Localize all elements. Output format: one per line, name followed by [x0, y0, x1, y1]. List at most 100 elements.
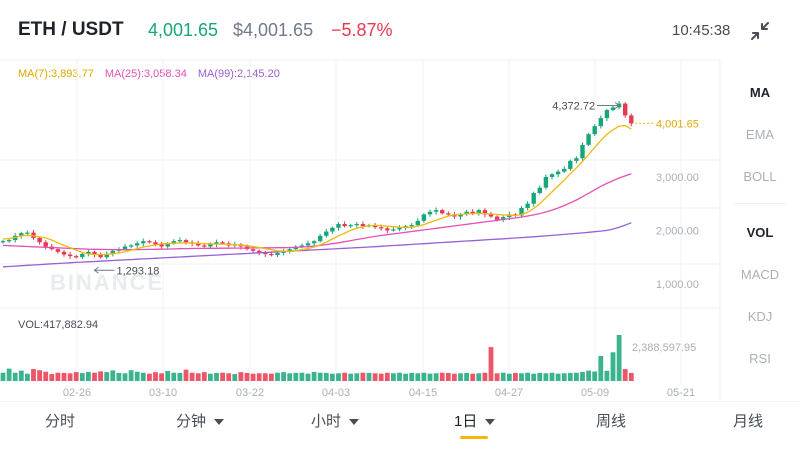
indicator-ema[interactable]: EMA: [745, 127, 775, 142]
volume-bar: [555, 373, 561, 381]
candle-body: [562, 168, 567, 172]
volume-bar: [513, 372, 518, 381]
candle-body: [409, 225, 414, 227]
candle-body: [488, 214, 494, 217]
candle-body: [318, 235, 323, 242]
active-tab-indicator: [460, 436, 488, 439]
candle-body: [379, 227, 384, 229]
candle-body: [43, 242, 48, 247]
volume-bar: [458, 373, 463, 381]
ma7-label: MA(7):3,893.77: [18, 68, 94, 80]
volume-bar: [537, 372, 543, 381]
date-tick-label: 03-10: [149, 387, 177, 399]
volume-bar: [73, 372, 79, 381]
candle-body: [220, 242, 225, 244]
indicator-boll[interactable]: BOLL: [743, 169, 777, 184]
candle-body: [427, 211, 433, 215]
date-tick-label: 04-27: [495, 387, 523, 399]
volume-bar: [165, 370, 171, 381]
volume-bar: [317, 372, 323, 381]
volume-label: VOL:417,882.94: [18, 319, 98, 331]
volume-bar: [336, 373, 341, 381]
candle-body: [415, 220, 420, 226]
volume-bar: [403, 373, 408, 381]
volume-bar: [470, 373, 476, 381]
indicator-vol[interactable]: VOL: [746, 225, 774, 240]
volume-bar: [500, 372, 506, 381]
volume-bar: [238, 372, 244, 381]
volume-bar: [67, 373, 73, 381]
candlesticks: [0, 100, 634, 260]
pair-title[interactable]: ETH / USDT: [18, 19, 124, 40]
indicator-macd[interactable]: MACD: [740, 267, 780, 282]
candle-body: [55, 249, 61, 252]
price-chart[interactable]: BINANCE 1,000.00 2,000.00 3,000.00 02-26 03-…: [0, 0, 800, 402]
candle-body: [61, 251, 67, 255]
price-tick-label: 3,000.00: [656, 172, 699, 184]
volume-bar: [201, 372, 207, 381]
volume-bar: [256, 373, 262, 381]
tab-time-sharing[interactable]: 分时: [45, 413, 76, 430]
chart-grid: [0, 59, 800, 402]
volume-bar: [287, 373, 293, 381]
binance-watermark: BINANCE: [50, 270, 164, 295]
tab-week[interactable]: 周线: [596, 413, 627, 430]
tab-month[interactable]: 月线: [733, 413, 764, 430]
candle-body: [311, 241, 317, 244]
tab-1day[interactable]: 1日: [454, 410, 496, 431]
candle-body: [470, 211, 475, 214]
volume-bar: [18, 370, 24, 381]
chevron-down-icon: [349, 419, 360, 426]
candle-body: [360, 224, 366, 227]
candle-body: [324, 231, 329, 236]
volume-bar: [159, 373, 164, 381]
volume-bar: [171, 372, 177, 381]
candle-body: [19, 233, 24, 236]
volume-bar: [525, 372, 530, 381]
volume-bar: [397, 372, 402, 381]
candle-body: [159, 244, 164, 247]
high-marker-arrow: [614, 102, 620, 109]
volume-bar: [452, 373, 457, 381]
tab-minute[interactable]: 分钟: [176, 410, 225, 431]
volume-bar: [384, 372, 390, 381]
chevron-down-icon: [485, 419, 496, 426]
volume-bar: [567, 372, 573, 381]
candle-body: [128, 245, 134, 247]
clock-time: 10:45:38: [672, 22, 731, 39]
volume-bar: [372, 373, 378, 381]
volume-bar: [433, 373, 439, 381]
volume-bar: [494, 373, 500, 381]
volume-bar: [262, 373, 268, 381]
volume-bar: [0, 372, 6, 381]
volume-bar: [330, 373, 335, 381]
candle-body: [299, 245, 305, 247]
volume-bar: [464, 372, 469, 381]
volume-bar: [232, 374, 238, 381]
candle-body: [183, 240, 189, 243]
ma-legend: MA(7):3,893.77 MA(25):3,058.34 MA(99):2,…: [18, 68, 288, 80]
indicator-kdj[interactable]: KDJ: [747, 309, 773, 324]
chevron-down-icon: [214, 419, 225, 426]
volume-bar: [360, 372, 366, 381]
volume-bar: [134, 371, 140, 381]
low-marker-arrow: [93, 266, 99, 274]
volume-bar: [299, 372, 305, 381]
indicator-rsi[interactable]: RSI: [749, 351, 771, 366]
volume-bar: [628, 372, 634, 381]
indicator-ma[interactable]: MA: [749, 85, 771, 100]
volume-bar: [439, 372, 445, 381]
candle-body: [592, 126, 597, 135]
tab-hour[interactable]: 小时: [311, 410, 360, 431]
candle-body: [330, 227, 335, 232]
volume-bar: [574, 372, 579, 381]
candle-body: [568, 160, 573, 169]
price-change: −5.87%: [331, 20, 393, 40]
candle-body: [257, 250, 262, 253]
header: ETH / USDT 4,001.65 $4,001.65 −5.87% 10:…: [0, 0, 800, 62]
candle-body: [348, 225, 353, 227]
collapse-arrows-icon[interactable]: [749, 20, 771, 42]
volume-bar: [342, 372, 347, 381]
candle-body: [555, 171, 561, 175]
candle-body: [336, 224, 341, 228]
